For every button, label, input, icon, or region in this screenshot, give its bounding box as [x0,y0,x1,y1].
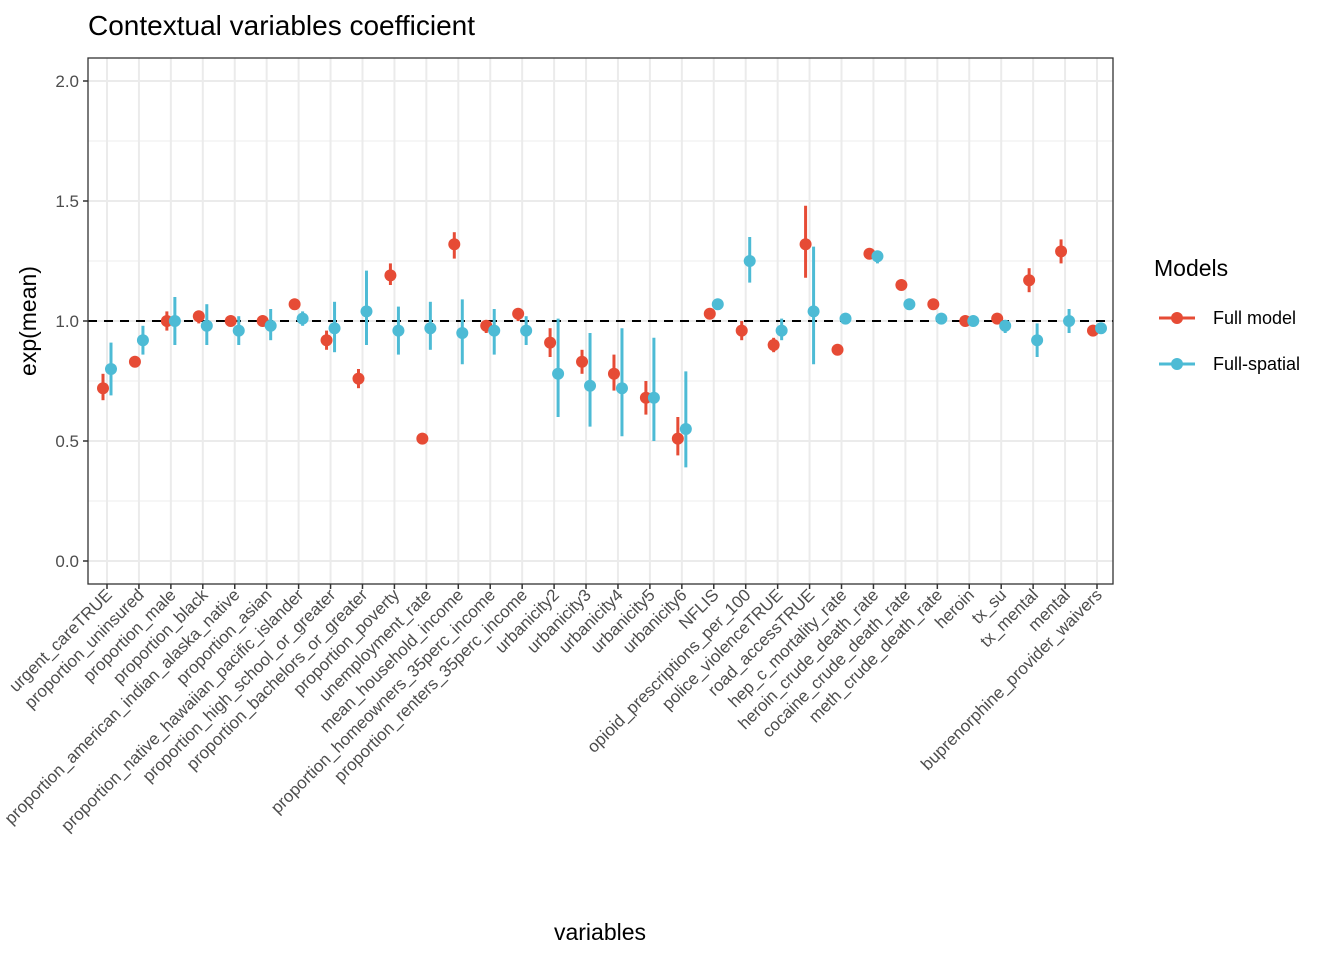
data-point [1031,334,1044,347]
data-point [296,312,309,325]
data-point [288,298,301,311]
legend-title: Models [1154,255,1228,281]
y-tick-label: 0.5 [55,432,79,451]
y-tick-label: 0.0 [55,552,79,571]
data-point [839,312,852,325]
data-point [328,322,341,335]
data-point [488,324,501,337]
y-tick-label: 2.0 [55,72,79,91]
data-point [392,324,405,337]
data-marks [97,205,1107,468]
data-point [991,312,1004,325]
data-point [927,298,940,311]
data-point [384,269,397,282]
data-point [232,324,245,337]
data-point [576,355,589,368]
data-point [552,367,565,380]
data-point [456,327,469,339]
data-point [1023,274,1036,287]
data-point [352,372,365,385]
data-point [136,334,149,347]
data-point [703,307,716,320]
data-point [767,339,780,351]
x-axis: urgent_careTRUEproportion_uninsuredpropo… [1,584,1106,835]
data-point [967,315,980,327]
data-point [935,312,948,325]
data-point [615,382,628,395]
data-point [168,315,181,327]
y-tick-label: 1.0 [55,312,79,331]
data-point [775,324,788,337]
data-point [711,298,724,311]
legend-label: Full model [1213,308,1296,328]
data-point [544,336,557,349]
data-point [128,355,141,368]
data-point [799,238,812,251]
legend-key-point [1171,358,1183,370]
data-point [999,319,1012,332]
chart-title: Contextual variables coefficient [88,10,475,41]
x-axis-title: variables [554,919,646,945]
data-point [320,334,333,347]
data-point [903,298,916,311]
data-point [224,315,237,327]
data-point [105,363,117,375]
data-point [679,423,692,435]
data-point [424,322,437,335]
data-point [448,238,461,251]
data-point [1055,245,1068,258]
data-point [1095,322,1107,335]
data-point [831,343,844,356]
data-point [520,324,533,337]
data-point [671,432,684,445]
data-point [895,279,908,291]
data-point [584,379,597,392]
data-point [416,432,429,445]
y-axis: 0.0 0.5 1.0 1.5 2.0 [55,72,88,571]
y-tick-label: 1.5 [55,192,79,211]
data-point [807,305,820,318]
data-point [192,310,205,323]
data-point [512,307,525,320]
y-axis-title: exp(mean) [15,266,41,376]
data-point [200,319,213,332]
legend-label: Full-spatial [1213,354,1300,374]
data-point [607,367,620,380]
legend-key-point [1171,312,1183,324]
data-point [647,391,660,404]
data-point [1063,315,1076,327]
data-point [735,324,748,337]
data-point [97,382,109,395]
data-point [743,255,756,267]
legend: Models Full model Full-spatial [1154,255,1300,374]
data-point [264,319,277,332]
series-full-spatial [105,237,1107,468]
data-point [360,305,373,318]
data-point [871,250,884,263]
